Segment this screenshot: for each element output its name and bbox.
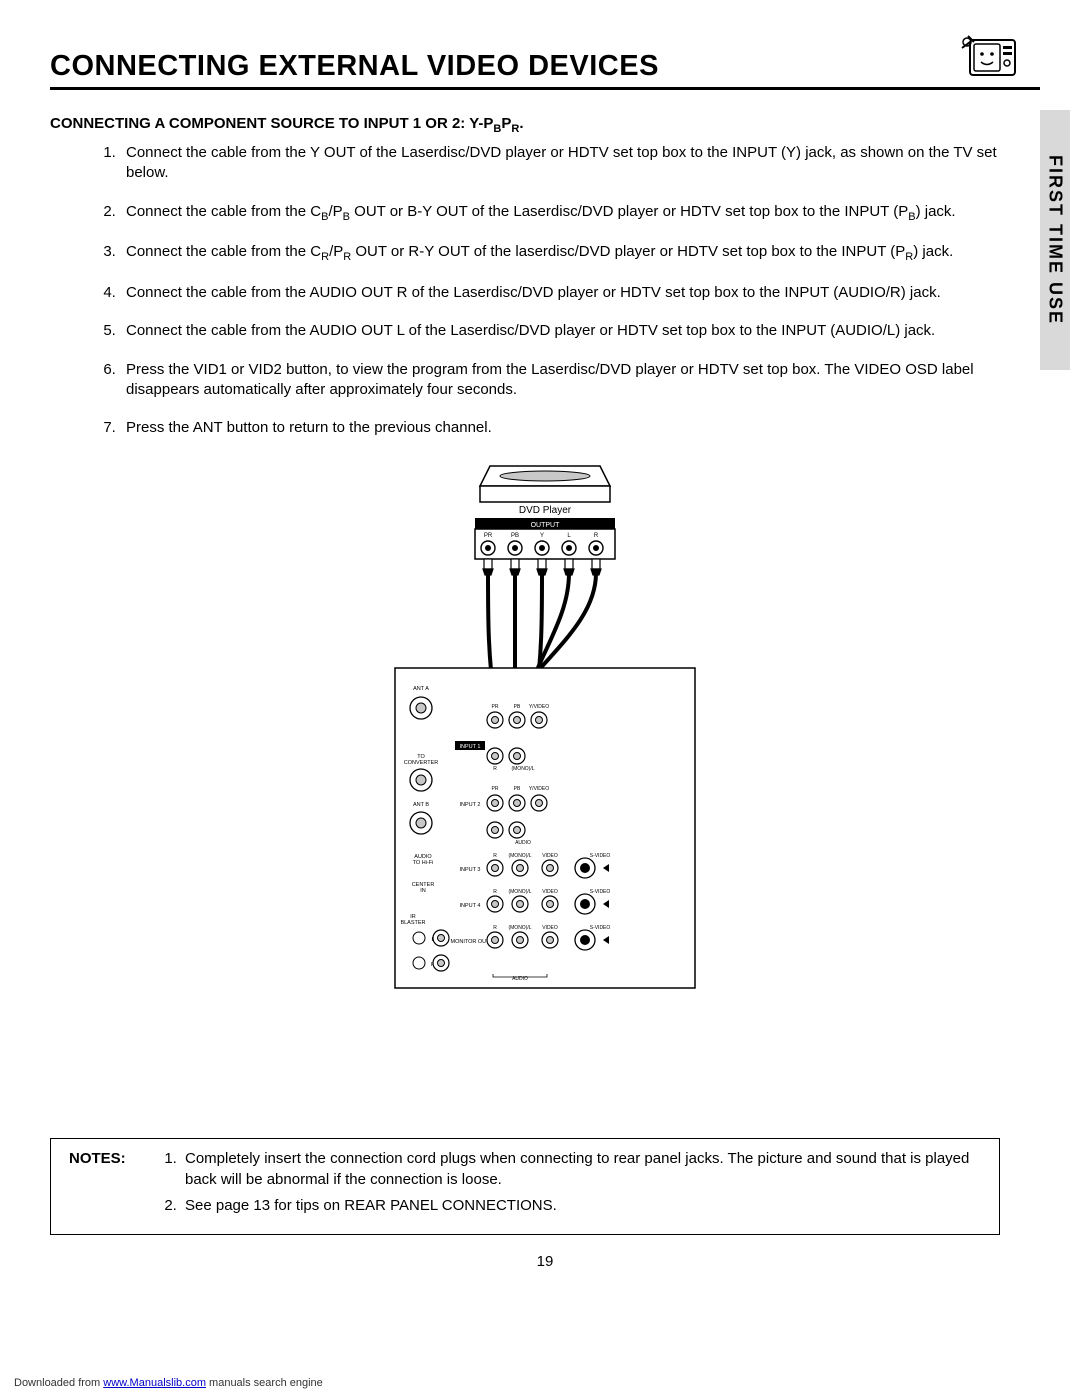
notes-label: NOTES: bbox=[69, 1149, 159, 1222]
svg-text:(MONO)/L: (MONO)/L bbox=[508, 889, 531, 895]
instruction-step: Connect the cable from the AUDIO OUT L o… bbox=[120, 321, 1000, 341]
page-title: CONNECTING EXTERNAL VIDEO DEVICES bbox=[50, 50, 659, 83]
svg-text:S-VIDEO: S-VIDEO bbox=[590, 925, 611, 931]
footer-suffix: manuals search engine bbox=[206, 1377, 323, 1389]
tv-smiley-icon bbox=[960, 30, 1020, 80]
diagram-svg: DVD Player OUTPUT PRPBYLR bbox=[375, 458, 715, 1018]
footer-link[interactable]: www.Manualslib.com bbox=[103, 1377, 206, 1389]
sub-heading: CONNECTING A COMPONENT SOURCE TO INPUT 1… bbox=[50, 115, 1040, 135]
svg-text:PR: PR bbox=[492, 786, 499, 792]
svg-text:R: R bbox=[493, 889, 497, 895]
svg-text:AUDIO: AUDIO bbox=[515, 840, 531, 846]
notes-item: See page 13 for tips on REAR PANEL CONNE… bbox=[181, 1196, 981, 1216]
instruction-step: Connect the cable from the AUDIO OUT R o… bbox=[120, 283, 1000, 303]
svg-text:Y/VIDEO: Y/VIDEO bbox=[529, 786, 549, 792]
svg-text:VIDEO: VIDEO bbox=[542, 925, 558, 931]
instruction-step: Connect the cable from the Y OUT of the … bbox=[120, 143, 1000, 184]
svg-text:PB: PB bbox=[514, 786, 521, 792]
section-tab: FIRST TIME USE bbox=[1040, 110, 1070, 370]
svg-text:(MONO)/L: (MONO)/L bbox=[508, 853, 531, 859]
svg-text:ANT B: ANT B bbox=[413, 802, 429, 808]
notes-item: Completely insert the connection cord pl… bbox=[181, 1149, 981, 1190]
notes-list: Completely insert the connection cord pl… bbox=[159, 1149, 981, 1222]
svg-text:Y: Y bbox=[540, 533, 544, 539]
svg-text:R: R bbox=[594, 533, 599, 539]
svg-text:S-VIDEO: S-VIDEO bbox=[590, 853, 611, 859]
svg-text:MONITOR OUT: MONITOR OUT bbox=[450, 939, 490, 945]
svg-text:PR: PR bbox=[484, 533, 493, 539]
svg-text:INPUT 2: INPUT 2 bbox=[460, 802, 481, 808]
connection-diagram: DVD Player OUTPUT PRPBYLR bbox=[50, 458, 1040, 1018]
footer-prefix: Downloaded from bbox=[14, 1377, 103, 1389]
svg-text:Y/VIDEO: Y/VIDEO bbox=[529, 704, 549, 710]
svg-text:DVD Player: DVD Player bbox=[519, 505, 572, 516]
svg-text:PB: PB bbox=[514, 704, 521, 710]
svg-text:(MONO)/L: (MONO)/L bbox=[508, 925, 531, 931]
notes-box: NOTES: Completely insert the connection … bbox=[50, 1138, 1000, 1235]
page-number: 19 bbox=[50, 1253, 1040, 1270]
instruction-step: Connect the cable from the CR/PR OUT or … bbox=[120, 242, 1000, 265]
title-row: CONNECTING EXTERNAL VIDEO DEVICES bbox=[50, 50, 1040, 90]
svg-text:VIDEO: VIDEO bbox=[542, 853, 558, 859]
section-tab-label: FIRST TIME USE bbox=[1045, 155, 1066, 325]
svg-text:INPUT 1: INPUT 1 bbox=[460, 744, 481, 750]
svg-text:S-VIDEO: S-VIDEO bbox=[590, 889, 611, 895]
instruction-list: Connect the cable from the Y OUT of the … bbox=[50, 143, 1000, 438]
svg-text:(MONO)/L: (MONO)/L bbox=[511, 766, 534, 772]
svg-text:R: R bbox=[493, 853, 497, 859]
manual-page: FIRST TIME USE CONNECTING EXTERNAL VIDEO… bbox=[0, 0, 1080, 1397]
instruction-step: Press the ANT button to return to the pr… bbox=[120, 418, 1000, 438]
svg-text:OUTPUT: OUTPUT bbox=[531, 522, 561, 529]
instruction-step: Connect the cable from the CB/PB OUT or … bbox=[120, 202, 1000, 225]
svg-text:PB: PB bbox=[511, 533, 519, 539]
svg-text:INPUT 3: INPUT 3 bbox=[460, 867, 481, 873]
svg-text:INPUT 4: INPUT 4 bbox=[460, 903, 481, 909]
instruction-step: Press the VID1 or VID2 button, to view t… bbox=[120, 360, 1000, 401]
svg-text:PR: PR bbox=[492, 704, 499, 710]
sub-heading-text: P bbox=[501, 115, 511, 132]
svg-text:ANT A: ANT A bbox=[413, 686, 429, 692]
svg-text:VIDEO: VIDEO bbox=[542, 889, 558, 895]
sub-heading-text: . bbox=[519, 115, 523, 132]
svg-text:AUDIOTO Hi-Fi: AUDIOTO Hi-Fi bbox=[413, 854, 434, 866]
svg-text:R: R bbox=[493, 766, 497, 772]
footer: Downloaded from www.Manualslib.com manua… bbox=[14, 1377, 323, 1389]
sub-heading-text: CONNECTING A COMPONENT SOURCE TO INPUT 1… bbox=[50, 115, 493, 132]
dvd-player-icon: DVD Player bbox=[480, 466, 610, 516]
svg-text:R: R bbox=[493, 925, 497, 931]
